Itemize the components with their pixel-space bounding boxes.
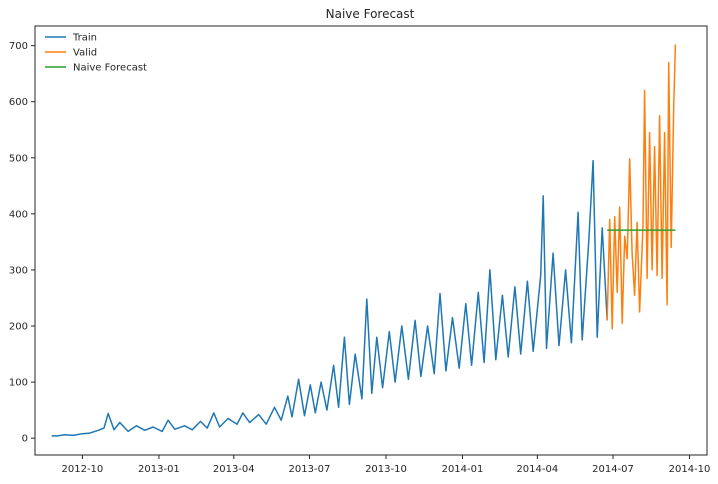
legend-label-train: Train — [72, 33, 97, 44]
x-tick-label: 2013-04 — [213, 464, 255, 475]
series-line-train — [51, 159, 608, 437]
x-tick-label: 2013-10 — [365, 464, 407, 475]
x-tick-label: 2012-10 — [62, 464, 104, 475]
legend-label-valid: Valid — [73, 48, 97, 59]
y-tick-label: 200 — [9, 322, 28, 333]
y-axis: 0 100 200 300 400 500 600 700 — [9, 41, 35, 445]
x-tick-label: 2013-01 — [138, 464, 180, 475]
y-tick-label: 300 — [9, 265, 28, 276]
series-line-valid — [606, 44, 677, 330]
x-tick-label: 2014-10 — [669, 464, 711, 475]
y-tick-label: 700 — [9, 41, 28, 52]
y-tick-label: 400 — [9, 209, 28, 220]
x-axis: 2012-10 2013-01 2013-04 2013-07 2013-10 2014-… — [62, 455, 711, 475]
y-tick-label: 100 — [9, 378, 28, 389]
x-tick-label: 2014-07 — [592, 464, 634, 475]
x-tick-label: 2014-04 — [516, 464, 558, 475]
x-tick-label: 2014-01 — [442, 464, 484, 475]
series-layer — [51, 44, 677, 437]
y-tick-label: 600 — [9, 97, 28, 108]
chart-title: Naive Forecast — [326, 7, 415, 21]
legend: Train Valid Naive Forecast — [45, 33, 147, 74]
legend-label-naive-forecast: Naive Forecast — [73, 63, 147, 74]
x-tick-label: 2013-07 — [289, 464, 331, 475]
y-tick-label: 500 — [9, 153, 28, 164]
plot-frame — [34, 25, 708, 456]
y-tick-label: 0 — [22, 434, 28, 445]
